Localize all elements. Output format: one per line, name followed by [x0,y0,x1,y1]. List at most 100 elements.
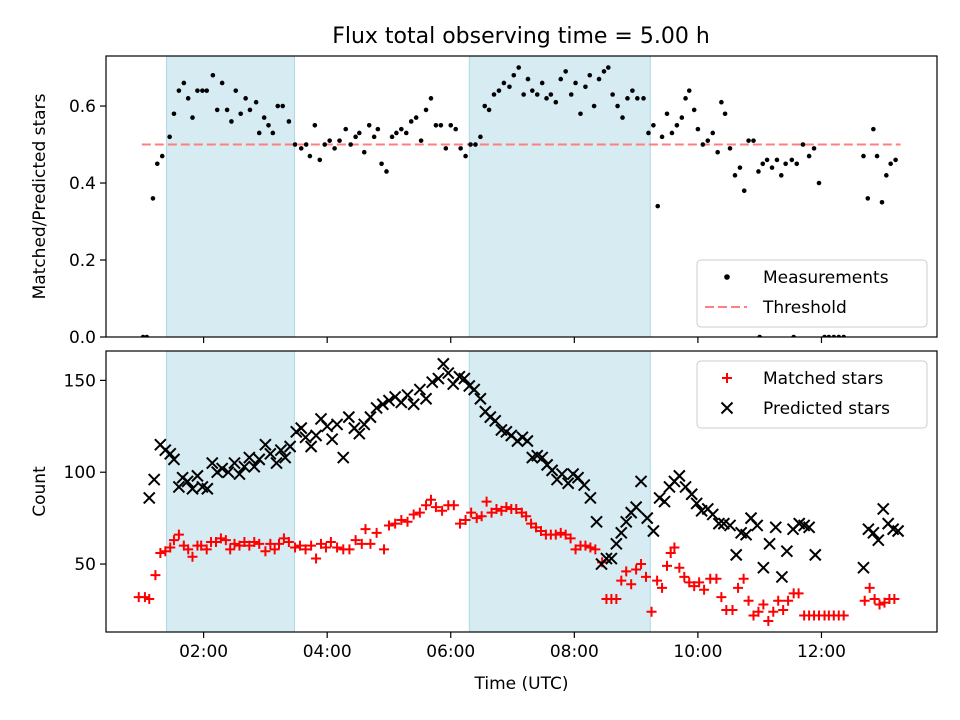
matched-star-marker [290,542,301,553]
matched-star-marker [864,582,875,593]
measurement-point [606,65,611,70]
measurement-point [171,111,177,117]
measurement-point [418,138,424,143]
predicted-star-marker [634,475,648,488]
measurement-point [413,115,419,120]
matched-star-marker [476,511,487,522]
measurement-point [893,157,898,163]
measurement-point [379,161,384,167]
matched-star-marker [269,544,280,555]
matched-star-marker [758,599,769,610]
matched-star-marker [727,604,738,615]
matched-star-marker [360,524,371,535]
predicted-star-marker [775,570,789,584]
measurement-point [312,122,318,128]
matched-star-marker [738,573,749,584]
predicted-star-marker [780,544,794,558]
matched-star-marker [616,575,627,586]
predicted-star-marker [615,526,628,540]
measurement-point [219,80,225,86]
matched-star-marker [430,502,441,513]
measurement-point [544,96,549,101]
measurement-point [507,84,512,90]
measurement-point [568,92,574,97]
measurement-point [286,119,292,124]
measurement-point [756,169,761,174]
measurement-point [811,146,817,151]
matched-star-marker [753,606,764,617]
measurement-point [275,103,281,109]
matched-star-marker [225,544,236,555]
matched-star-marker [874,599,885,610]
predicted-star-marker [706,508,719,521]
legend-entry-label: Measurements [763,268,889,288]
measurement-point [348,142,353,147]
matched-star-marker [679,571,690,582]
measurement-point [871,126,876,132]
measurement-point [256,130,262,136]
measurement-point [482,103,488,109]
predicted-star-marker [802,521,816,534]
measurement-point [641,96,646,101]
predicted-star-marker [610,537,623,551]
predicted-star-marker [857,561,870,574]
matched-star-marker [150,570,161,581]
measurement-point [403,130,409,136]
measurement-point [486,107,492,113]
legend: Measurements Threshold [696,259,928,328]
measurement-point [710,130,716,136]
measurement-point [496,88,502,93]
matched-star-marker [383,520,394,531]
measurement-point [635,96,640,101]
predicted-star-marker [191,469,204,483]
matched-star-marker [636,559,647,570]
y-axis-label: Count [30,466,50,517]
matched-star-marker [311,553,322,564]
matched-star-marker [460,514,471,525]
measurement-point [399,126,404,132]
measurement-point [468,142,473,147]
predicted-star-marker [147,473,161,486]
measurement-point [150,196,156,201]
measurement-point [779,173,784,178]
predicted-star-marker [468,383,481,396]
measurement-point [884,173,889,178]
measurement-point [534,92,540,97]
measurement-point [292,142,298,147]
measurement-point [558,76,564,82]
x-axis-label: Time (UTC) [474,674,569,694]
matched-star-marker [414,507,425,518]
predicted-star-marker [489,414,502,427]
matched-star-marker [173,529,184,540]
measurement-point [176,88,182,93]
measurement-point [705,138,711,143]
matched-star-marker [501,502,512,513]
measurement-point [774,157,780,163]
matched-star-marker [662,560,673,571]
y-tick-label: 0.2 [69,251,96,271]
measurement-point [700,142,706,147]
predicted-star-marker [584,491,597,505]
axes-frame [105,55,938,338]
measurement-point [448,122,454,128]
predicted-star-marker [330,418,344,431]
matched-star-marker [631,564,642,575]
matched-star-marker [657,582,668,593]
measurement-point [591,103,597,109]
x-tick-label: 12:00 [797,642,846,662]
measurement-point [511,72,517,78]
predicted-star-marker [658,495,671,508]
observing-window-band [166,55,295,338]
measurement-point [741,188,747,194]
matched-star-marker [621,566,632,577]
predicted-star-marker [605,552,618,565]
figure-title: Flux total observing time = 5.00 h [332,24,710,49]
matched-star-marker [390,518,401,529]
predicted-star-marker [259,438,272,451]
matched-star-marker [669,542,680,553]
measurement-point [732,173,738,178]
predicted-star-marker [337,451,350,464]
predicted-star-marker [143,491,156,505]
measurement-point [751,138,756,143]
measurement-point [270,130,276,136]
